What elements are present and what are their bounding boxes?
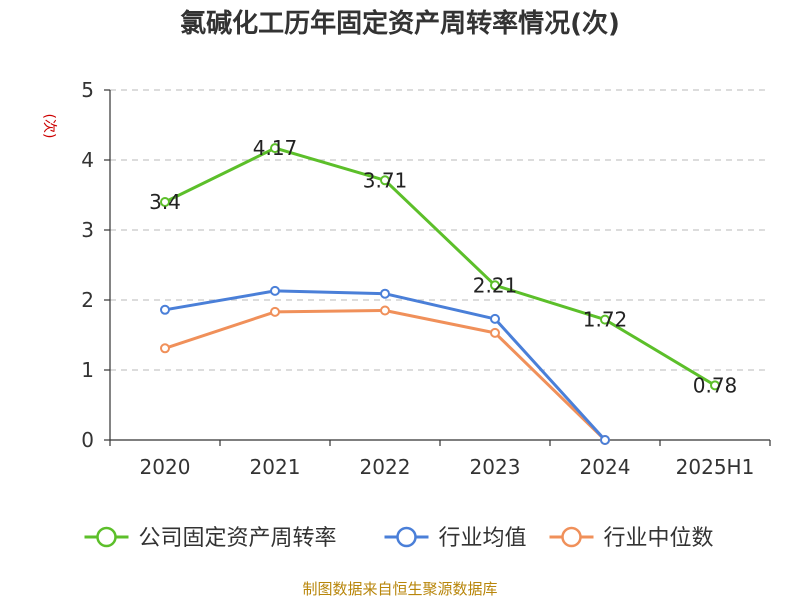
legend-label: 行业均值 (439, 526, 527, 551)
data-label: 3.71 (363, 168, 408, 192)
y-tick-label: 1 (81, 358, 94, 382)
data-point (380, 288, 390, 299)
x-tick-labels: 2020 2021 2022 2023 2024 2025H1 (140, 455, 755, 479)
grid-lines (110, 89, 770, 371)
axes (104, 89, 771, 446)
data-label: 2.21 (473, 273, 518, 297)
y-tick-label: 3 (81, 218, 94, 242)
data-point (380, 175, 390, 186)
data-label: 0.78 (693, 373, 738, 397)
legend-marker (96, 526, 117, 548)
x-tick-label: 2020 (140, 455, 191, 479)
data-point (380, 305, 390, 316)
legend-item: 公司固定资产周转率 (84, 526, 337, 551)
legend-label: 行业中位数 (604, 526, 714, 551)
x-tick-label: 2025H1 (676, 455, 755, 479)
y-tick-label: 2 (81, 288, 94, 312)
x-tick-label: 2023 (470, 455, 521, 479)
chart-title: 氯碱化工历年固定资产周转率情况(次) (180, 8, 620, 39)
data-point (270, 285, 280, 296)
legend-item: 行业中位数 (549, 526, 714, 551)
data-label: 3.4 (149, 190, 181, 214)
data-point (490, 280, 500, 291)
x-tick-label: 2024 (580, 455, 631, 479)
data-point (160, 197, 170, 207)
y-tick-label: 5 (81, 78, 94, 102)
data-point (270, 143, 280, 154)
y-axis-label: (次) (41, 114, 57, 139)
x-tick-label: 2022 (360, 455, 411, 479)
legend-item: 行业均值 (384, 526, 527, 551)
data-labels: 3.4 4.17 3.71 2.21 1.72 0.78 (149, 136, 737, 397)
data-point (490, 327, 500, 338)
data-point (600, 314, 610, 325)
data-point (600, 435, 610, 445)
data-point (160, 304, 170, 315)
data-point (490, 313, 500, 324)
y-tick-label: 4 (81, 148, 94, 172)
series-line (164, 309, 607, 442)
data-point (160, 343, 170, 354)
series-group (160, 143, 720, 445)
data-point (710, 380, 720, 391)
legend-label: 公司固定资产周转率 (139, 526, 337, 551)
legend-marker (396, 526, 417, 548)
source-note: 制图数据来自恒生聚源数据库 (302, 580, 497, 598)
legend: 公司固定资产周转率 行业均值 行业中位数 (84, 526, 714, 551)
data-point (270, 306, 280, 317)
x-tick-label: 2021 (250, 455, 301, 479)
data-label: 1.72 (583, 308, 628, 332)
legend-marker (561, 526, 582, 548)
y-tick-label: 0 (81, 428, 94, 452)
y-tick-labels: 0 1 2 3 4 5 (81, 78, 94, 452)
series-line (164, 146, 716, 387)
data-label: 4.17 (253, 136, 298, 160)
